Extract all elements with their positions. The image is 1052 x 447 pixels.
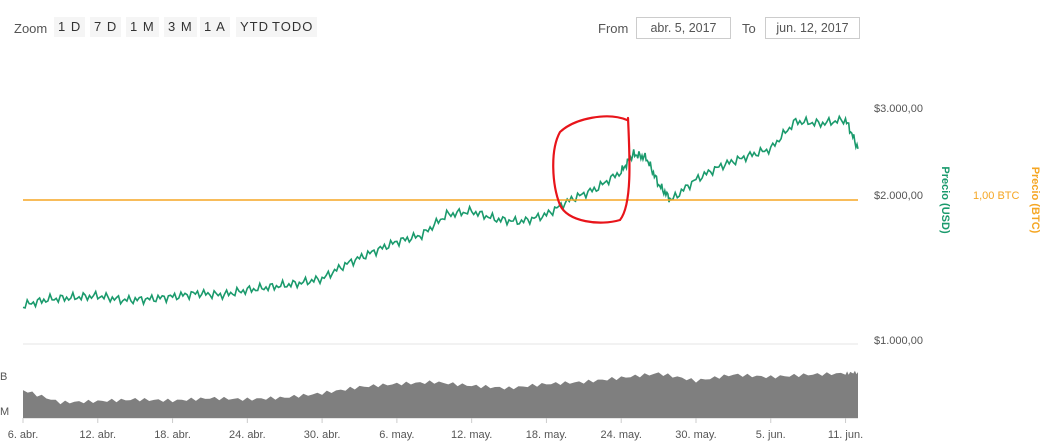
volume-area [23,370,858,418]
zoom-7d-button[interactable]: 7 D [90,17,122,37]
volume-tick-label: B [0,371,7,383]
usd-axis-title: Precio (USD) [939,166,951,234]
x-tick-label: 18. may. [526,429,567,441]
x-tick-label: 12. abr. [79,429,116,441]
x-tick-label: 5. jun. [756,429,786,441]
y-tick-label: $3.000,00 [874,103,923,115]
annotation-layer [552,115,631,224]
from-date-input[interactable] [636,17,731,39]
x-tick-label: 24. may. [601,429,642,441]
y-tick-label: $2.000,00 [874,190,923,202]
x-tick-label: 30. may. [675,429,716,441]
to-date-input[interactable] [765,17,860,39]
zoom-label: Zoom [14,21,48,36]
x-tick-label: 11. jun. [828,429,863,441]
y-tick-label: $1.000,00 [874,335,923,347]
zoom-3m-button[interactable]: 3 M [164,17,197,37]
zoom-ytd-button[interactable]: YTD [236,17,273,37]
btc-value-label: 1,00 BTC [973,190,1020,202]
zoom-todo-button[interactable]: TODO [268,17,318,37]
volume-series-area [23,370,858,418]
x-tick-label: 12. may. [451,429,492,441]
x-axis: 6. abr. 12. abr. 18. abr. 24. abr. 30. abr. 6… [8,418,863,441]
btc-axis-title: Precio (BTC) [1029,167,1041,234]
x-tick-label: 18. abr. [154,429,191,441]
x-tick-label: 24. abr. [229,429,266,441]
x-tick-label: 30. abr. [304,429,341,441]
annotation-circle [552,115,631,224]
price-series-line [22,114,859,309]
from-label: From [598,21,629,36]
x-tick-label: 6. abr. [8,429,39,441]
price-y-axis: $3.000,00 $2.000,00 $1.000,00 [874,103,923,347]
zoom-1a-button[interactable]: 1 A [200,17,230,37]
volume-tick-label: M [0,406,9,418]
to-label: To [742,21,756,36]
x-tick-label: 6. may. [379,429,414,441]
zoom-1m-button[interactable]: 1 M [126,17,159,37]
price-line [22,114,859,309]
chart-toolbar: Zoom 1 D 7 D 1 M 3 M 1 A YTD TODO From T… [0,0,1052,60]
zoom-1d-button[interactable]: 1 D [54,17,86,37]
